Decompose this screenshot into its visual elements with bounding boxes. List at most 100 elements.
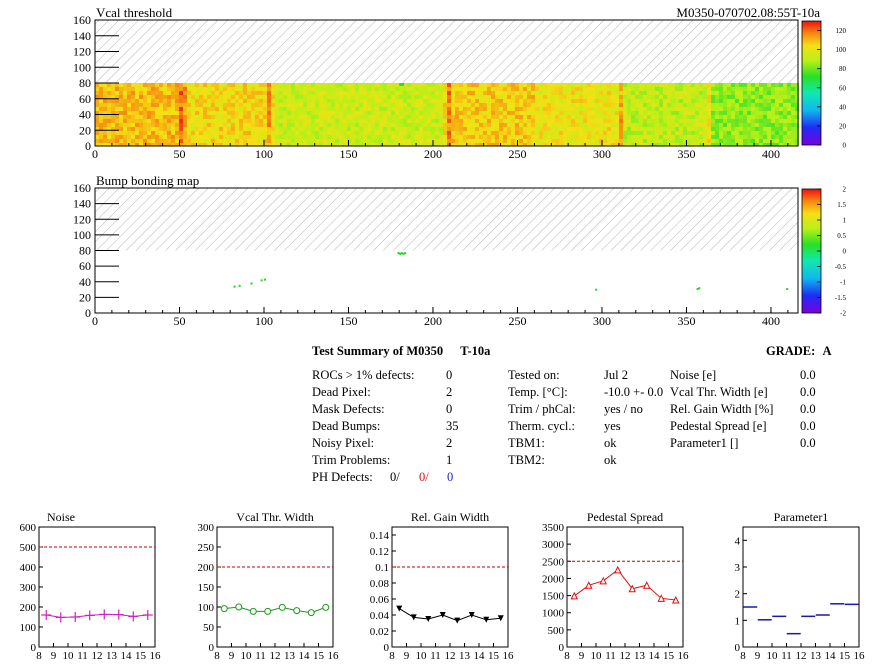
vcal-threshold-map-cell: [751, 127, 755, 131]
vcal-threshold-map-cell: [795, 119, 799, 123]
vcal-threshold-map-cell: [519, 119, 523, 123]
vcal-threshold-map-cell: [695, 123, 699, 127]
vcal-threshold-map-cell: [251, 135, 255, 139]
vcal-threshold-map-cell: [607, 83, 611, 87]
vcal-threshold-map-cell: [259, 107, 263, 111]
vcal-threshold-map-cell: [275, 91, 279, 95]
vcal-threshold-map-cell: [675, 139, 679, 143]
vcal-width-x-tick-label: 16: [328, 650, 340, 662]
vcal-threshold-map-cell: [451, 131, 455, 135]
vcal-threshold-map-cell: [603, 139, 607, 143]
vcal-threshold-map-cell: [455, 115, 459, 119]
vcal-threshold-map-cell: [471, 115, 475, 119]
vcal-threshold-map-cell: [739, 131, 743, 135]
vcal-threshold-map-cell: [151, 115, 155, 119]
grade-value: A: [822, 344, 832, 358]
vcal-threshold-map-cell: [627, 99, 631, 103]
vcal-threshold-map-cell: [251, 119, 255, 123]
vcal-threshold-map-cell: [451, 87, 455, 91]
vcal-threshold-map-cell: [175, 107, 179, 111]
vcal-threshold-map-cell: [531, 91, 535, 95]
vcal-threshold-map-cell: [259, 87, 263, 91]
vcal-threshold-map-cell: [195, 135, 199, 139]
vcal-threshold-map-cell: [639, 95, 643, 99]
vcal-threshold-map-cell: [255, 135, 259, 139]
vcal-threshold-map-cell: [547, 127, 551, 131]
vcal-threshold-map-cell: [539, 135, 543, 139]
vcal-threshold-map-cell: [523, 87, 527, 91]
vcal-threshold-map-cell: [367, 111, 371, 115]
vcal-threshold-map-cell: [631, 95, 635, 99]
vcal-threshold-map-cell: [251, 95, 255, 99]
vcal-threshold-map-cell: [235, 135, 239, 139]
vcal-threshold-map-cell: [251, 115, 255, 119]
vcal-threshold-map-cell: [551, 127, 555, 131]
vcal-threshold-map-cell: [695, 111, 699, 115]
vcal-threshold-map-cell: [591, 135, 595, 139]
vcal-threshold-map-cell: [187, 95, 191, 99]
vcal-threshold-map-cell: [387, 107, 391, 111]
vcal-threshold-map-cell: [487, 91, 491, 95]
vcal-threshold-map-cell: [495, 123, 499, 127]
vcal-threshold-map-cell: [707, 83, 711, 87]
vcal-threshold-map-cell: [779, 119, 783, 123]
vcal-threshold-map-cell: [359, 107, 363, 111]
vcal-threshold-map-cell: [687, 131, 691, 135]
vcal-threshold-map-cell: [487, 119, 491, 123]
vcal-threshold-map-cell: [363, 123, 367, 127]
vcal-threshold-map-cell: [331, 131, 335, 135]
vcal-threshold-map-cell: [107, 83, 111, 87]
vcal-threshold-map-cell: [779, 131, 783, 135]
vcal-threshold-map-cell: [179, 87, 183, 91]
vcal-threshold-map-cell: [735, 135, 739, 139]
vcal-threshold-map-cell: [111, 143, 115, 146]
vcal-threshold-map-cell: [363, 91, 367, 95]
vcal-threshold-map-cell: [655, 83, 659, 87]
vcal-threshold-map-cell: [335, 91, 339, 95]
vcal-threshold-map-cell: [687, 127, 691, 131]
vcal-threshold-map-cell: [787, 107, 791, 111]
vcal-threshold-map-cell: [583, 99, 587, 103]
vcal-threshold-map-cell: [659, 123, 663, 127]
vcal-threshold-map-cell: [271, 123, 275, 127]
vcal-threshold-map-cell: [647, 111, 651, 115]
vcal-threshold-map-cell: [563, 111, 567, 115]
vcal-threshold-map-cell: [719, 95, 723, 99]
vcal-threshold-map-cell: [383, 143, 387, 146]
vcal-threshold-map-cell: [283, 135, 287, 139]
vcal-threshold-map-cell: [263, 139, 267, 143]
vcal-threshold-map-cell: [139, 111, 143, 115]
vcal-threshold-map-cell: [471, 143, 475, 146]
vcal-threshold-map-cell: [99, 91, 103, 95]
vcal-threshold-map-cell: [163, 135, 167, 139]
vcal-threshold-map-cell: [563, 123, 567, 127]
vcal-threshold-map-cell: [127, 111, 131, 115]
vcal-threshold-map-cell: [563, 99, 567, 103]
vcal-threshold-map-cell: [643, 135, 647, 139]
vcal-threshold-map-cell: [131, 115, 135, 119]
vcal-threshold-map-cell: [479, 139, 483, 143]
vcal-threshold-map-cell: [599, 87, 603, 91]
vcal-threshold-map-cell: [367, 103, 371, 107]
vcal-threshold-map-cell: [387, 99, 391, 103]
pedestal-spread-x-tick-label: 14: [649, 650, 661, 662]
vcal-threshold-map-cell: [103, 143, 107, 146]
vcal-threshold-map-cell: [363, 107, 367, 111]
vcal-threshold-map-cell: [239, 131, 243, 135]
vcal-threshold-map-cell: [511, 131, 515, 135]
vcal-threshold-map-cell: [587, 119, 591, 123]
vcal-threshold-map-cell: [351, 139, 355, 143]
ph-defects-label: PH Defects:: [312, 470, 373, 484]
vcal-threshold-map-x-tick-label: 250: [508, 147, 526, 161]
vcal-threshold-map-cell: [695, 131, 699, 135]
rel-gain-width-y-tick-label: 0.02: [370, 626, 389, 638]
vcal-threshold-map-cell: [795, 139, 799, 143]
vcal-threshold-map-cell: [483, 87, 487, 91]
vcal-threshold-map-cell: [275, 95, 279, 99]
vcal-threshold-map-cell: [119, 103, 123, 107]
vcal-threshold-map-cell: [179, 99, 183, 103]
vcal-threshold-map-cell: [507, 131, 511, 135]
vcal-threshold-map-cell: [219, 127, 223, 131]
vcal-threshold-map-cell: [311, 107, 315, 111]
